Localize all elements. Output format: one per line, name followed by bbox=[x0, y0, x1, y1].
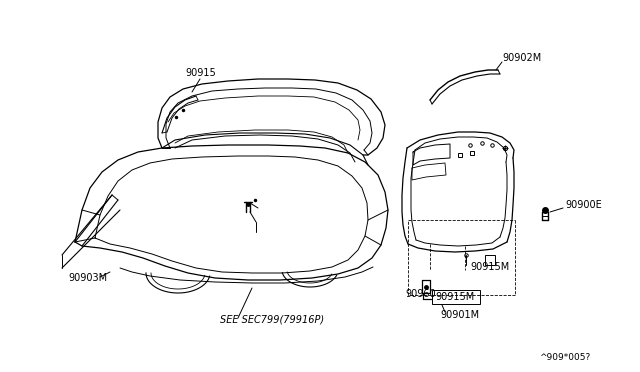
Text: 90901M: 90901M bbox=[440, 310, 479, 320]
Bar bbox=[432, 290, 480, 304]
Text: 90915M: 90915M bbox=[470, 262, 509, 272]
Text: 90900E: 90900E bbox=[565, 200, 602, 210]
Text: 90960: 90960 bbox=[405, 289, 436, 299]
Text: 90915M: 90915M bbox=[435, 292, 474, 302]
Text: 90915: 90915 bbox=[185, 68, 216, 78]
Text: 90902M: 90902M bbox=[502, 53, 541, 63]
Text: ^909*005?: ^909*005? bbox=[539, 353, 590, 362]
Bar bbox=[485, 255, 495, 265]
Text: SEE SEC799(79916P): SEE SEC799(79916P) bbox=[220, 315, 324, 325]
Text: 90903M: 90903M bbox=[68, 273, 107, 283]
